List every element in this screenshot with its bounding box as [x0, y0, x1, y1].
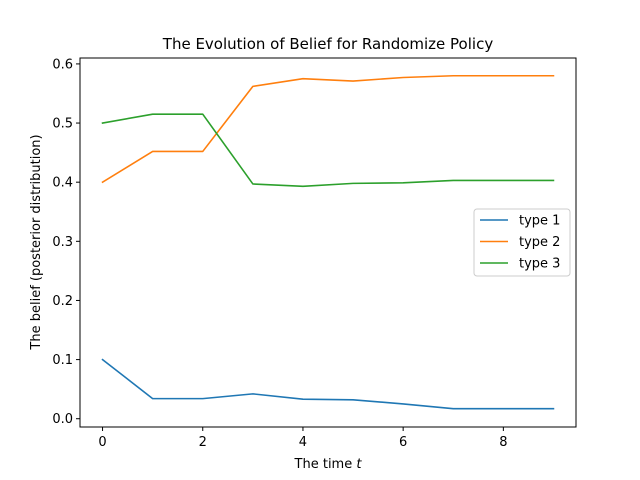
legend-label: type 1	[519, 214, 560, 229]
x-axis-label-variable: t	[356, 457, 362, 472]
x-tick-label: 2	[199, 435, 207, 450]
y-tick-label: 0.0	[52, 412, 73, 427]
x-tick-label: 0	[98, 435, 106, 450]
chart-title: The Evolution of Belief for Randomize Po…	[162, 35, 494, 53]
y-tick-label: 0.3	[52, 235, 73, 250]
x-axis-label: The time t	[294, 457, 363, 472]
plot-lines	[101, 74, 555, 410]
x-tick-label: 4	[299, 435, 307, 450]
legend-box	[473, 208, 571, 277]
x-axis-label-text: The time	[294, 457, 357, 472]
legend: type 1 type 2 type 3	[473, 208, 571, 277]
y-tick-label: 0.5	[52, 117, 73, 132]
series-line-type-3	[101, 113, 555, 188]
y-axis-label: The belief (posterior distribution)	[29, 134, 44, 350]
legend-label: type 3	[519, 257, 560, 272]
y-tick-label: 0.2	[52, 294, 73, 309]
y-tick-label: 0.1	[52, 353, 73, 368]
x-axis-ticks: 0 2 4 6 8	[98, 427, 507, 450]
series-line-type-2	[101, 74, 555, 184]
y-tick-label: 0.4	[52, 176, 73, 191]
x-tick-label: 8	[499, 435, 507, 450]
y-axis-ticks: 0.0 0.1 0.2 0.3 0.4 0.5 0.6	[52, 57, 80, 427]
plot-frame	[79, 57, 577, 428]
series-line-type-1	[101, 358, 555, 410]
x-tick-label: 6	[399, 435, 407, 450]
legend-label: type 2	[519, 235, 560, 250]
y-tick-label: 0.6	[52, 57, 73, 72]
